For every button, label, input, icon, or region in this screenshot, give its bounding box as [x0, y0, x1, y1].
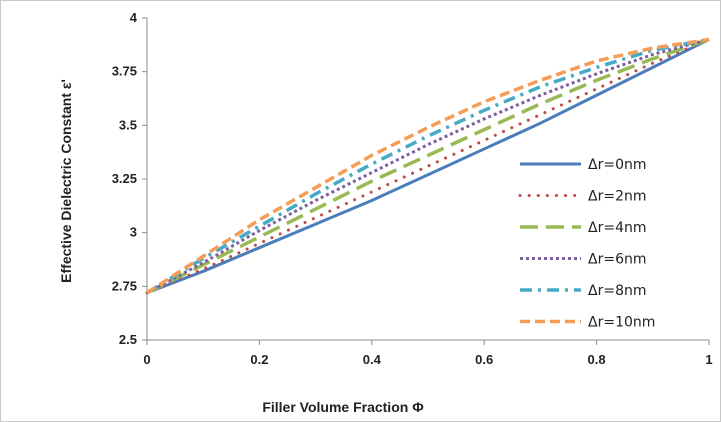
ticks-layer: 2.5 2.75 3 3.25 3.5 3.75 4 0 0.2 0.4 0.6 0.8 1 [112, 10, 713, 367]
series-line-1 [145, 37, 711, 295]
series-line-5 [146, 37, 710, 295]
y-tick-label: 2.75 [112, 278, 137, 293]
y-tick-label: 3.25 [112, 171, 137, 186]
y-axis-title: Effective Dielectric Constant ε' [58, 79, 74, 283]
y-tick-label: 4 [130, 10, 138, 25]
y-tick-label: 3.75 [112, 64, 137, 79]
x-tick-label: 0.6 [475, 352, 493, 367]
y-tick-label: 2.5 [119, 332, 137, 347]
legend-label-3: Δr=6nm [588, 252, 646, 268]
legend-label-4: Δr=8nm [588, 283, 646, 299]
x-tick-label: 0.4 [363, 352, 382, 367]
series-line-2 [146, 37, 710, 295]
legend-label-5: Δr=10nm [588, 315, 655, 331]
x-tick-label: 0.8 [588, 352, 606, 367]
legend-label-2: Δr=4nm [588, 220, 646, 236]
x-axis-title: Filler Volume Fraction Φ [262, 399, 424, 415]
y-tick-label: 3.5 [119, 117, 137, 132]
legend: Δr=0nm Δr=2nm Δr=4nm Δr=6nm Δr=8nm Δr=10nm [518, 157, 655, 331]
y-tick-label: 3 [130, 225, 137, 240]
series-layer [145, 37, 711, 295]
x-tick-label: 0 [143, 352, 150, 367]
legend-label-1: Δr=2nm [588, 189, 646, 205]
legend-label-0: Δr=0nm [588, 157, 646, 173]
x-tick-label: 0.2 [250, 352, 268, 367]
series-line-0 [146, 38, 710, 295]
x-tick-label: 1 [705, 352, 712, 367]
series-line-4 [146, 37, 710, 295]
